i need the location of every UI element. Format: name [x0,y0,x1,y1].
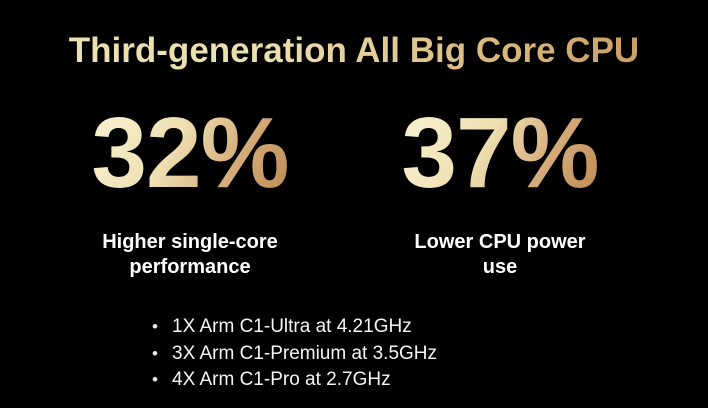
bullet-icon: • [152,317,158,336]
stat-single-core-performance: 32% Higher single-core performance [40,100,340,280]
stat-label-line2: use [482,256,518,278]
stat-value-37-percent: 37% [401,97,599,209]
bullet-icon: • [152,370,158,389]
list-item-c1-ultra: • 1X Arm C1-Ultra at 4.21GHz [152,314,437,341]
list-item-c1-pro: • 4X Arm C1-Pro at 2.7GHz [152,367,437,394]
list-item-text: 4X Arm C1-Pro at 2.7GHz [172,369,391,390]
stat-label-power-use: Lower CPU power use [350,230,650,280]
bullet-icon: • [152,343,158,363]
stat-label-line1: Lower CPU power [414,231,586,253]
slide-title: Third-generation All Big Core CPU [0,31,708,71]
stat-label-line1: Higher single-core [102,231,278,253]
stat-label-single-core: Higher single-core performance [40,230,340,280]
cpu-core-config-list: • 1X Arm C1-Ultra at 4.21GHz • 3X Arm C1-P… [152,314,437,394]
list-item-c1-premium: • 3X Arm C1-Premium at 3.5GHz [152,341,437,368]
list-item-text: 3X Arm C1-Premium at 3.5GHz [172,342,438,364]
list-item-text: 1X Arm C1-Ultra at 4.21GHz [172,316,412,337]
stat-cpu-power-use: 37% Lower CPU power use [350,100,650,280]
stat-value-32-percent: 32% [91,97,289,209]
stat-label-line2: performance [129,256,251,278]
